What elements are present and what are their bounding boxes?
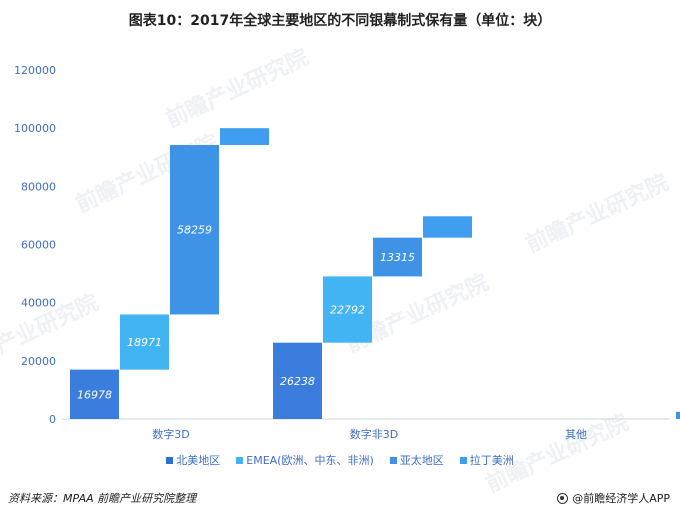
data-label-4: 22792 <box>330 304 365 317</box>
bar-0-3 <box>220 128 269 146</box>
y-tick-label-2: 40000 <box>21 297 56 310</box>
bar-0-2 <box>170 145 219 315</box>
legend-label-3: 拉丁美洲 <box>469 454 514 467</box>
data-label-0: 16978 <box>77 388 112 401</box>
data-label-2: 58259 <box>177 224 212 237</box>
y-tick-label-0: 0 <box>49 413 56 426</box>
watermark-text-5: 前瞻产业研究院 <box>162 44 313 133</box>
legend-swatch-3 <box>459 456 467 464</box>
source-note: 资料来源：MPAA 前瞻产业研究院整理 <box>8 492 197 505</box>
y-tick-label-5: 100000 <box>14 122 56 135</box>
legend-item-2: 亚太地区 <box>389 452 444 468</box>
data-label-1: 18971 <box>127 336 162 349</box>
y-tick-label-6: 120000 <box>14 64 56 77</box>
x-tick-label-1: 数字非3D <box>350 427 398 441</box>
x-tick-label-0: 数字3D <box>152 427 189 441</box>
brand-logo-icon <box>557 492 569 504</box>
brand-credit: @前瞻经济学人APP <box>557 490 670 506</box>
bar-2-2 <box>676 411 680 419</box>
legend-swatch-1 <box>236 456 244 464</box>
legend-label-1: EMEA(欧洲、中东、非洲) <box>246 454 374 467</box>
y-tick-label-3: 60000 <box>21 239 56 252</box>
y-tick-label-4: 80000 <box>21 180 56 193</box>
data-label-5: 13315 <box>380 251 415 264</box>
bar-1-0 <box>273 342 322 419</box>
legend-label-0: 北美地区 <box>176 454 221 467</box>
legend-item-1: EMEA(欧洲、中东、非洲) <box>236 452 374 468</box>
bar-1-2 <box>373 237 422 277</box>
data-label-3: 26238 <box>280 375 315 388</box>
y-tick-label-1: 20000 <box>21 355 56 368</box>
bar-1-1 <box>323 276 372 343</box>
chart-legend: 北美地区 EMEA(欧洲、中东、非洲) 亚太地区 拉丁美洲 <box>0 452 680 468</box>
legend-swatch-2 <box>389 456 397 464</box>
watermark-text-2: 前瞻产业研究院 <box>522 169 673 258</box>
legend-item-3: 拉丁美洲 <box>459 452 514 468</box>
brand-credit-label: @前瞻经济学人APP <box>572 492 670 505</box>
bar-0-0 <box>70 369 119 419</box>
legend-label-2: 亚太地区 <box>399 454 444 467</box>
chart-title: 图表10：2017年全球主要地区的不同银幕制式保有量（单位：块） <box>128 13 552 29</box>
bar-1-3 <box>423 216 472 238</box>
bar-0-1 <box>120 314 169 370</box>
legend-swatch-0 <box>166 456 174 464</box>
legend-item-0: 北美地区 <box>166 452 220 468</box>
x-tick-label-2: 其他 <box>565 428 587 441</box>
